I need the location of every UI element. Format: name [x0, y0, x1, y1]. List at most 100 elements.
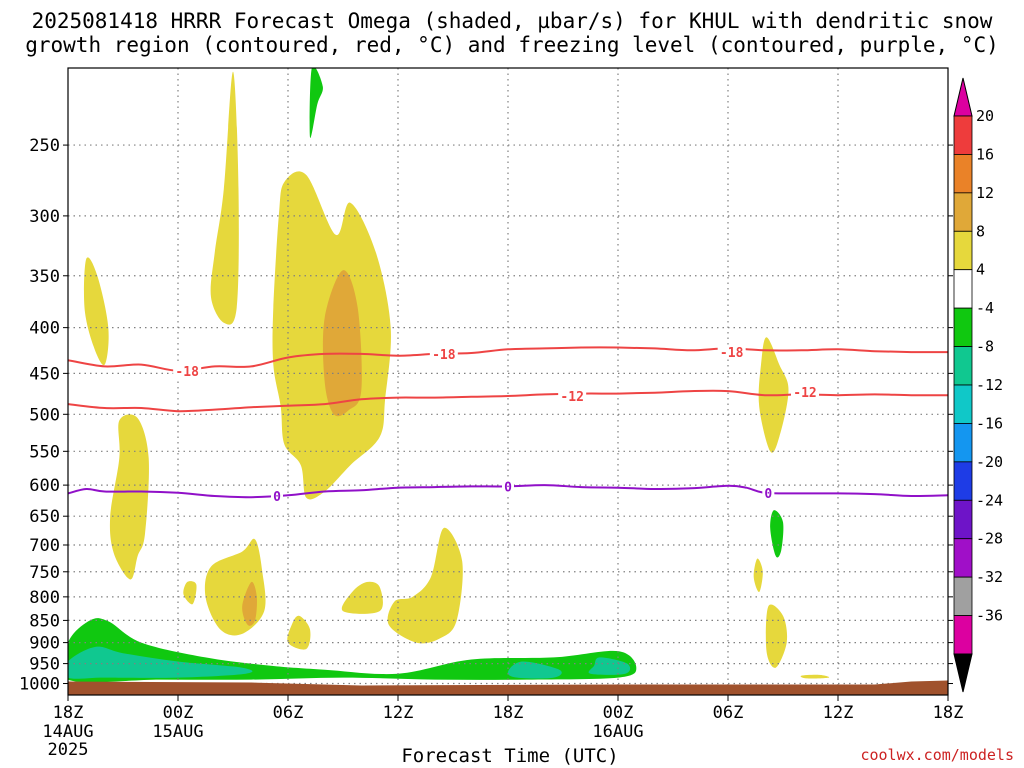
y-tick-label: 500 [29, 405, 60, 425]
omega-region-13 [765, 604, 788, 668]
omega-region-17 [68, 646, 253, 679]
credit-link[interactable]: coolwx.com/models [860, 746, 1014, 764]
contour-label-bg [502, 479, 514, 494]
colorbar-swatch [953, 538, 973, 578]
x-tick-year: 2025 [48, 740, 89, 760]
colorbar-swatch [953, 615, 973, 655]
x-tick-label: 00Z [163, 703, 194, 723]
y-tick-label: 850 [29, 611, 60, 631]
colorbar-swatch [953, 154, 973, 194]
omega-region-5 [183, 581, 197, 605]
x-axis-title: Forecast Time (UTC) [401, 745, 618, 767]
omega-region-14 [309, 68, 323, 138]
y-tick-label: 650 [29, 507, 60, 527]
chart-title-line1: 2025081418 HRRR Forecast Omega (shaded, … [32, 9, 993, 33]
contour-label-bg [717, 345, 746, 360]
x-tick-label: 06Z [273, 703, 304, 723]
omega-region-19 [588, 657, 631, 675]
terrain-ground [68, 680, 948, 695]
contour-label-bg [558, 389, 587, 404]
x-tick-date: 16AUG [592, 722, 643, 742]
colorbar-swatch [953, 230, 973, 271]
plot-inner: -18 -18 -18 -12 -12 0 0 0 [68, 68, 948, 695]
y-tick-label: 450 [29, 364, 60, 384]
colorbar-label: -24 [976, 491, 1003, 509]
contour-label-bg [791, 384, 819, 399]
y-tick-label: 550 [29, 442, 60, 462]
omega-region-12 [753, 558, 763, 593]
colorbar-swatch [953, 384, 973, 424]
y-tick-label: 1000 [19, 675, 60, 695]
contour-label: 0 [273, 490, 281, 505]
colorbar-label: 20 [976, 107, 994, 125]
colorbar-swatch [953, 192, 973, 232]
colorbar-label: 16 [976, 145, 994, 163]
y-tick-label: 350 [29, 267, 60, 287]
colorbar-legend: 20 16 12 8 4 -4 -8 -12 -16 -20 -24 -28 -32 -36 [953, 77, 1003, 693]
x-tick-label: 18Z [933, 703, 964, 723]
colorbar-label: 8 [976, 222, 985, 240]
omega-region-2 [210, 71, 239, 325]
contour-label: -18 [175, 365, 199, 380]
omega-region-15 [770, 510, 784, 558]
y-tick-label: 900 [29, 634, 60, 654]
y-tick-label: 750 [29, 563, 60, 583]
colorbar-label: -32 [976, 568, 1003, 586]
plot-area: -18 -18 -18 -12 -12 0 0 0 [67, 67, 949, 696]
colorbar-label: -8 [976, 338, 994, 356]
chart-title-line2: growth region (contoured, red, °C) and f… [25, 33, 999, 57]
contour-line-dgz-18 [68, 346, 948, 372]
colorbar-swatch [953, 576, 973, 616]
contour-label-bg [271, 488, 283, 503]
colorbar-top-arrow [953, 77, 973, 117]
contour-label: -18 [432, 348, 456, 363]
omega-region-4 [322, 270, 362, 417]
contour-label: 0 [504, 480, 512, 495]
y-tick-label: 250 [29, 136, 60, 156]
omega-region-8 [287, 615, 311, 650]
colorbar-label: -16 [976, 414, 1003, 432]
omega-region-9 [341, 581, 383, 614]
colorbar-label: -4 [976, 299, 994, 317]
x-tick-label: 18Z [53, 703, 84, 723]
colorbar-label: -12 [976, 376, 1003, 394]
contour-label: -12 [793, 386, 816, 401]
omega-region-0 [83, 257, 109, 366]
colorbar-label: -36 [976, 607, 1003, 625]
y-tick-label: 800 [29, 588, 60, 608]
colorbar-bottom-arrow [953, 653, 973, 693]
x-tick-date: 15AUG [152, 722, 203, 742]
contour-label: -18 [720, 346, 744, 361]
colorbar-swatch [953, 269, 973, 309]
contour-label-bg [762, 485, 775, 500]
y-tick-label: 300 [29, 207, 60, 227]
omega-region-10 [387, 527, 463, 644]
omega-region-20 [800, 674, 830, 679]
x-tick-label: 12Z [823, 703, 854, 723]
x-tick-label: 12Z [383, 703, 414, 723]
omega-region-18 [507, 661, 562, 679]
x-tick-label: 00Z [603, 703, 634, 723]
y-tick-label: 600 [29, 476, 60, 496]
y-tick-label: 700 [29, 536, 60, 556]
colorbar-swatch [953, 461, 973, 501]
x-tick-label: 06Z [713, 703, 744, 723]
contour-label-bg [173, 363, 202, 378]
y-tick-label: 400 [29, 319, 60, 339]
contour-label-bg [429, 346, 458, 361]
contour-label: 0 [764, 487, 772, 502]
colorbar-label: -20 [976, 453, 1003, 471]
colorbar-swatch [953, 307, 973, 347]
contour-label: -12 [560, 390, 583, 405]
y-axis: 250 300 350 400 450 500 550 600 650 700 750 800 850 9… [19, 136, 953, 695]
colorbar-swatch [953, 115, 973, 155]
colorbar-label: 4 [976, 261, 985, 279]
colorbar-swatch [953, 346, 973, 386]
colorbar-label: 12 [976, 184, 994, 202]
x-tick-label: 18Z [493, 703, 524, 723]
x-tick-date: 14AUG [42, 722, 93, 742]
colorbar-label: -28 [976, 530, 1003, 548]
y-tick-label: 950 [29, 655, 60, 675]
